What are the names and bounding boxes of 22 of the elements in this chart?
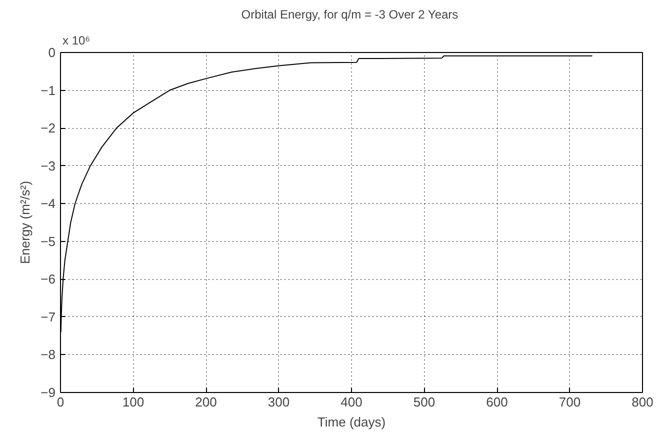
x-tick-label: 400 [340, 394, 362, 410]
y-tick-label: −4 [40, 196, 56, 212]
x-tick-label: 600 [486, 394, 508, 410]
y-tick-label: −2 [40, 120, 56, 136]
x-axis-title: Time (days) [317, 414, 386, 430]
y-tick-label: −9 [40, 385, 56, 400]
y-axis-title: Energy (m²/s²) [18, 180, 33, 264]
x-tick-label: 100 [122, 394, 144, 410]
y-tick-label: 0 [48, 45, 56, 60]
y-tick-label: −7 [40, 309, 56, 324]
y-tick-label: −1 [40, 82, 56, 98]
y-tick-label: −3 [40, 158, 56, 174]
y-tick-label: −5 [40, 234, 56, 249]
y-tick-label: −6 [40, 272, 56, 287]
text: x 10⁶ [62, 34, 90, 48]
x-tick-label: 200 [195, 394, 217, 410]
x-tick-label: 800 [632, 394, 654, 410]
x-tick-label: 500 [413, 394, 436, 410]
x-tick-label: 700 [558, 394, 581, 410]
x-tick-label: 300 [268, 394, 290, 410]
chart-title: Orbital Energy, for q/m = -3 Over 2 Years [241, 8, 458, 22]
y-tick-label: −8 [40, 347, 56, 362]
